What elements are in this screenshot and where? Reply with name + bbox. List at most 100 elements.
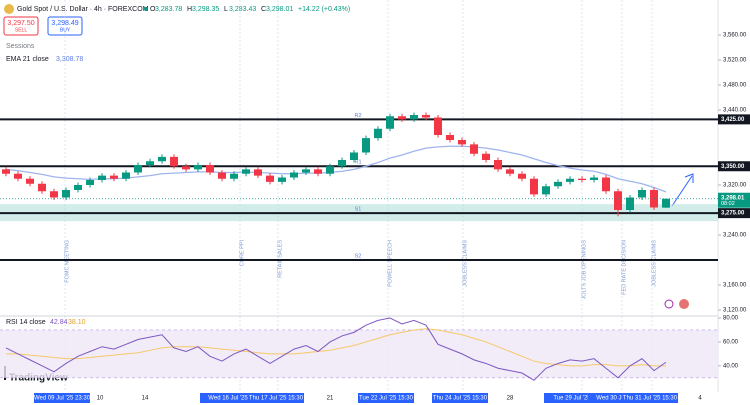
candle-body <box>206 165 214 173</box>
candle-body <box>494 160 502 170</box>
symbol-logo <box>4 4 14 14</box>
candle-body <box>266 175 274 182</box>
ohlc-key: H <box>187 6 192 13</box>
current-timer: 08:02 <box>721 201 735 207</box>
rsi-tick-label: 40.00 <box>723 363 739 369</box>
flag-icon <box>664 299 674 309</box>
level-name: S1 <box>355 207 362 213</box>
y-tick-label: 3,120.00 <box>723 308 747 314</box>
candle-body <box>86 180 94 185</box>
candle-body <box>350 152 358 160</box>
candle-body <box>278 177 286 182</box>
candle-body <box>446 135 454 140</box>
candle-body <box>626 197 634 210</box>
x-tick-label: Thu 17 Jul '25 15:30 <box>249 396 304 402</box>
event-label: JOBLESS CLAIMS <box>462 240 468 287</box>
candle-body <box>2 169 10 174</box>
current-price-label: 3,298.01 <box>721 195 745 201</box>
candle-body <box>374 128 382 139</box>
x-label-highlight <box>358 393 414 403</box>
event-label: JOLTS JOB OPENINGS <box>581 240 587 300</box>
x-label-highlight <box>588 393 644 403</box>
sell-button[interactable] <box>3 16 39 36</box>
candle-body <box>38 183 46 192</box>
candle-body <box>458 140 466 145</box>
x-tick-label: 4 <box>698 396 702 402</box>
ohlc-key: L <box>224 6 228 13</box>
flag-icon <box>679 299 689 309</box>
candle-body <box>122 172 130 179</box>
ohlc-value: 3,283.43 <box>229 6 256 13</box>
price-tag-label: 3,425.00 <box>721 117 745 123</box>
y-tick-label: 3,520.00 <box>723 58 747 64</box>
x-tick-label: Tue 29 Jul '25 <box>553 396 591 402</box>
candle-body <box>518 173 526 179</box>
candle-body <box>182 166 190 170</box>
candle-body <box>230 173 238 179</box>
event-label: FOMC MEETING <box>64 240 70 283</box>
ohlc-key: C <box>261 6 266 13</box>
y-tick-label: 3,440.00 <box>723 108 747 114</box>
ohlc-value: 3,298.01 <box>266 6 293 13</box>
candle-body <box>362 138 370 153</box>
x-tick-label: Tue 22 Jul '25 15:30 <box>359 396 414 402</box>
y-tick-label: 3,560.00 <box>723 33 747 39</box>
level-name: S2 <box>355 253 362 259</box>
ohlc-key: O <box>150 6 156 13</box>
x-label-highlight <box>622 393 678 403</box>
event-label: CORE PPI <box>239 240 245 267</box>
candle-body <box>134 165 142 173</box>
buy-price: 3,298.49 <box>51 20 78 27</box>
candle-body <box>410 115 418 120</box>
projection-arrow <box>671 173 694 207</box>
y-tick-label: 3,320.00 <box>723 183 747 189</box>
candle-body <box>218 172 226 179</box>
y-tick-label: 3,240.00 <box>723 233 747 239</box>
x-tick-label: 21 <box>327 396 334 402</box>
event-label: POWELL SPEECH <box>387 240 393 287</box>
change: +14.22 (+0.43%) <box>298 6 350 13</box>
header: O 3,283.78 H 3,298.35 L 3,283.43 C 3,298.01 +14.… <box>144 6 350 13</box>
sessions: Sessions <box>6 43 35 50</box>
candle-body <box>326 166 334 174</box>
candle-body <box>62 190 70 198</box>
x-tick-label: Wed 16 Jul '25 <box>208 396 248 402</box>
candle-body <box>662 198 670 208</box>
x-label-highlight <box>200 393 256 403</box>
candle-body <box>422 115 430 118</box>
ohlc-value: 3,283.78 <box>155 6 182 13</box>
candle-body <box>602 177 610 192</box>
status-dot <box>144 7 148 11</box>
candle-body <box>542 186 550 195</box>
x-label-highlight <box>34 393 90 403</box>
candle-body <box>578 178 586 180</box>
candle-body <box>434 117 442 135</box>
rsi-ma-value: 38.10 <box>68 319 86 326</box>
candle-body <box>638 190 646 198</box>
ema-label: EMA 21 close <box>6 56 49 63</box>
x-label-highlight <box>432 393 488 403</box>
x-label-highlight <box>248 393 304 403</box>
ohlc-value: 3,298.35 <box>192 6 219 13</box>
candle-body <box>170 156 178 167</box>
price-tag-label: 3,275.00 <box>721 211 745 217</box>
price-tag-label: 3,350.00 <box>721 164 745 170</box>
level-name: R1 <box>354 160 361 166</box>
price-tag <box>718 208 750 219</box>
candle-body <box>254 169 262 176</box>
x-tick-label: 14 <box>142 396 149 402</box>
current-price-tag <box>718 192 750 208</box>
candle-body <box>158 156 166 162</box>
candle-body <box>470 144 478 154</box>
candle-body <box>314 169 322 174</box>
event-label: RETAIL SALES <box>277 240 283 278</box>
candle-body <box>74 185 82 190</box>
price-tag <box>718 114 750 125</box>
x-label-highlight <box>544 393 600 403</box>
candle-body <box>14 173 22 179</box>
candle-body <box>614 191 622 210</box>
rsi-tick-label: 60.00 <box>723 340 739 346</box>
y-tick-label: 3,480.00 <box>723 83 747 89</box>
price-tag <box>718 161 750 172</box>
candle-body <box>506 169 514 174</box>
